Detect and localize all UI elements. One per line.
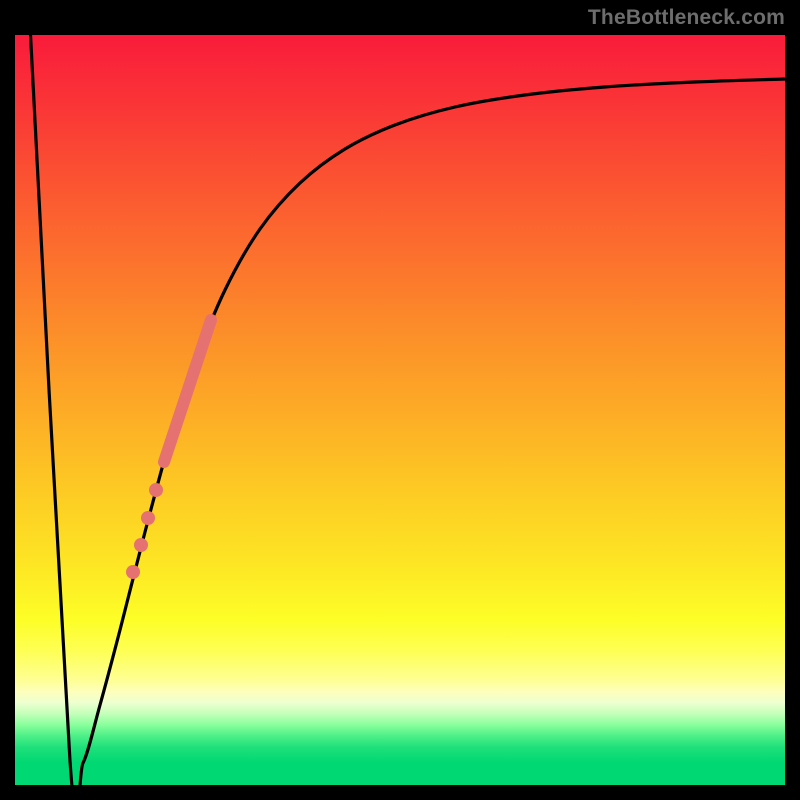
highlight-dot — [149, 483, 163, 497]
plot-area — [15, 35, 785, 785]
highlight-band — [164, 320, 211, 462]
bottleneck-chart: TheBottleneck.com — [0, 0, 800, 800]
highlight-dot — [126, 565, 140, 579]
curve-layer — [15, 35, 785, 785]
watermark-label: TheBottleneck.com — [588, 6, 785, 30]
bottleneck-curve — [30, 35, 785, 785]
highlight-dot — [134, 538, 148, 552]
highlight-dot — [141, 511, 155, 525]
